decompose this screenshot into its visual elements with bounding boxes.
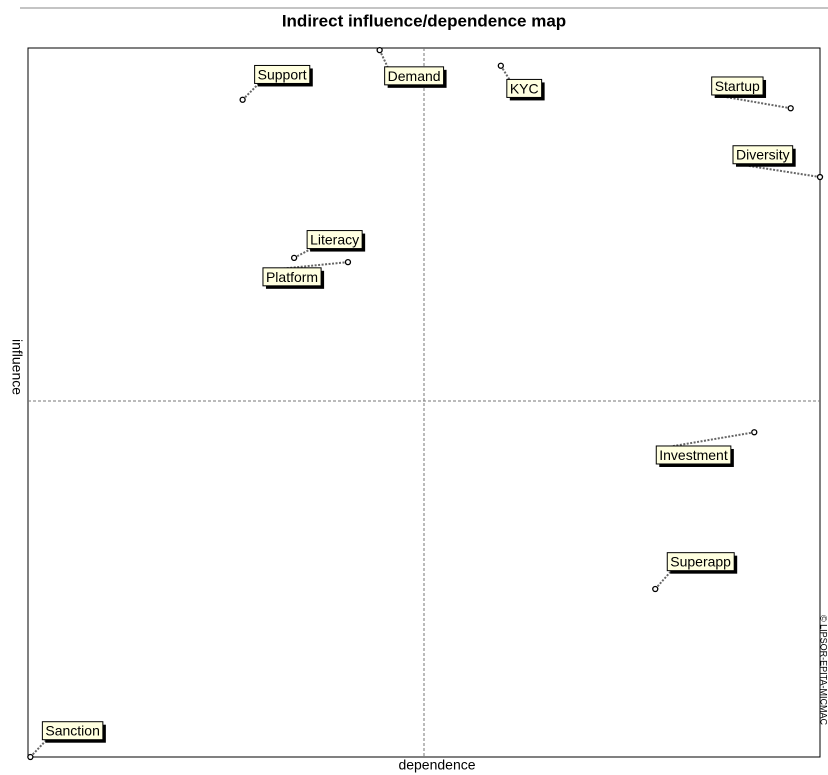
label-box: [666, 552, 735, 572]
point-label: Support: [254, 64, 313, 87]
label-box: [711, 76, 764, 96]
point-label: Literacy: [306, 230, 366, 252]
point: [787, 105, 794, 112]
x-axis-label: dependence: [398, 757, 475, 773]
point-label-text: Literacy: [310, 232, 359, 248]
point-label: Sanction: [41, 721, 106, 743]
point-label-text: Diversity: [736, 147, 790, 163]
label-box: [506, 78, 543, 98]
label-box: [254, 64, 311, 84]
point-label-text: Investment: [659, 447, 728, 463]
leader-line: [241, 83, 260, 101]
label-box: [262, 267, 322, 287]
point-label: Startup: [711, 76, 767, 98]
label-box: [41, 721, 104, 741]
point: [652, 585, 659, 593]
leader-line: [660, 431, 755, 450]
point-label: Investment: [655, 445, 734, 467]
y-axis-label: influence: [9, 339, 25, 395]
point-label-text: KYC: [510, 80, 539, 96]
point-label: KYC: [506, 78, 545, 101]
point: [376, 46, 383, 54]
point: [751, 429, 758, 436]
point-label-text: Startup: [715, 78, 760, 94]
point-label: Demand: [384, 66, 447, 88]
leader-line: [654, 570, 673, 590]
credit: © LIPSOR-EPITA-MICMAC: [819, 615, 828, 725]
leader-line: [378, 49, 390, 70]
point-label: Diversity: [732, 145, 796, 167]
point: [290, 254, 298, 262]
chart-title: Indirect influence/dependence map: [282, 11, 566, 30]
point-label-text: Support: [258, 66, 307, 82]
point-label-text: Platform: [266, 269, 318, 285]
point: [239, 96, 246, 103]
label-box: [655, 445, 732, 465]
point-label-text: Demand: [388, 68, 441, 84]
label-box: [384, 66, 445, 86]
point: [816, 173, 824, 181]
point-label: Platform: [262, 267, 325, 289]
point-label-text: Superapp: [670, 554, 731, 570]
point: [344, 258, 352, 266]
label-box: [306, 230, 363, 250]
point: [27, 753, 34, 761]
point-label: Superapp: [666, 552, 738, 574]
leader-line: [29, 739, 48, 758]
point: [497, 62, 504, 69]
point-label-text: Sanction: [45, 723, 99, 739]
label-box: [732, 145, 794, 165]
